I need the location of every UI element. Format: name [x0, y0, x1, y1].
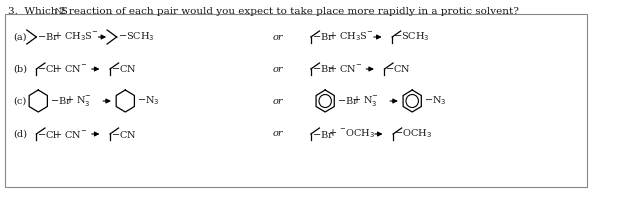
Text: $-$Br: $-$Br — [312, 129, 334, 140]
Text: $-$CN: $-$CN — [111, 129, 136, 140]
Text: $-$N$_3$: $-$N$_3$ — [137, 95, 159, 107]
Text: or: or — [272, 32, 283, 42]
Text: (b): (b) — [14, 64, 27, 73]
Text: $-$CN: $-$CN — [111, 64, 136, 74]
Text: $-$OCH$_3$: $-$OCH$_3$ — [394, 128, 432, 140]
Text: $+$ CN$^{-}$: $+$ CN$^{-}$ — [53, 64, 87, 74]
Text: $+$ CN$^{-}$: $+$ CN$^{-}$ — [328, 64, 363, 74]
Text: $+$ N$_3^{-}$: $+$ N$_3^{-}$ — [352, 94, 379, 108]
Text: $+$ CN$^{-}$: $+$ CN$^{-}$ — [53, 129, 87, 140]
Text: $-$SCH$_3$: $-$SCH$_3$ — [118, 31, 154, 43]
Text: $-$N$_3$: $-$N$_3$ — [423, 95, 446, 107]
Text: N: N — [55, 7, 61, 15]
Text: (a): (a) — [14, 32, 27, 42]
Text: or: or — [272, 64, 283, 73]
Text: $-$Cl: $-$Cl — [37, 64, 58, 74]
Text: 2 reaction of each pair would you expect to take place more rapidly in a protic : 2 reaction of each pair would you expect… — [59, 7, 519, 16]
Text: $-$SCH$_3$: $-$SCH$_3$ — [393, 31, 430, 43]
Text: (d): (d) — [14, 130, 27, 138]
Text: 3.  Which S: 3. Which S — [7, 7, 68, 16]
Text: $+$ $^{-}$OCH$_3$: $+$ $^{-}$OCH$_3$ — [328, 128, 375, 140]
Text: $+$ CH$_3$S$^{-}$: $+$ CH$_3$S$^{-}$ — [53, 31, 99, 43]
Text: or: or — [272, 130, 283, 138]
Text: $-$CN: $-$CN — [386, 64, 411, 74]
Text: $+$ N$_3^{-}$: $+$ N$_3^{-}$ — [65, 94, 92, 108]
FancyBboxPatch shape — [5, 14, 587, 187]
Text: $-$Br: $-$Br — [337, 96, 359, 106]
Text: (c): (c) — [14, 97, 27, 106]
Text: $-$Br: $-$Br — [37, 31, 60, 43]
Text: $-$Cl: $-$Cl — [37, 129, 58, 140]
Text: $+$ CH$_3$S$^{-}$: $+$ CH$_3$S$^{-}$ — [328, 31, 374, 43]
Text: $-$Br: $-$Br — [50, 96, 72, 106]
Text: or: or — [272, 97, 283, 106]
Text: $-$Br: $-$Br — [312, 31, 334, 43]
Text: $-$Br: $-$Br — [312, 64, 334, 74]
